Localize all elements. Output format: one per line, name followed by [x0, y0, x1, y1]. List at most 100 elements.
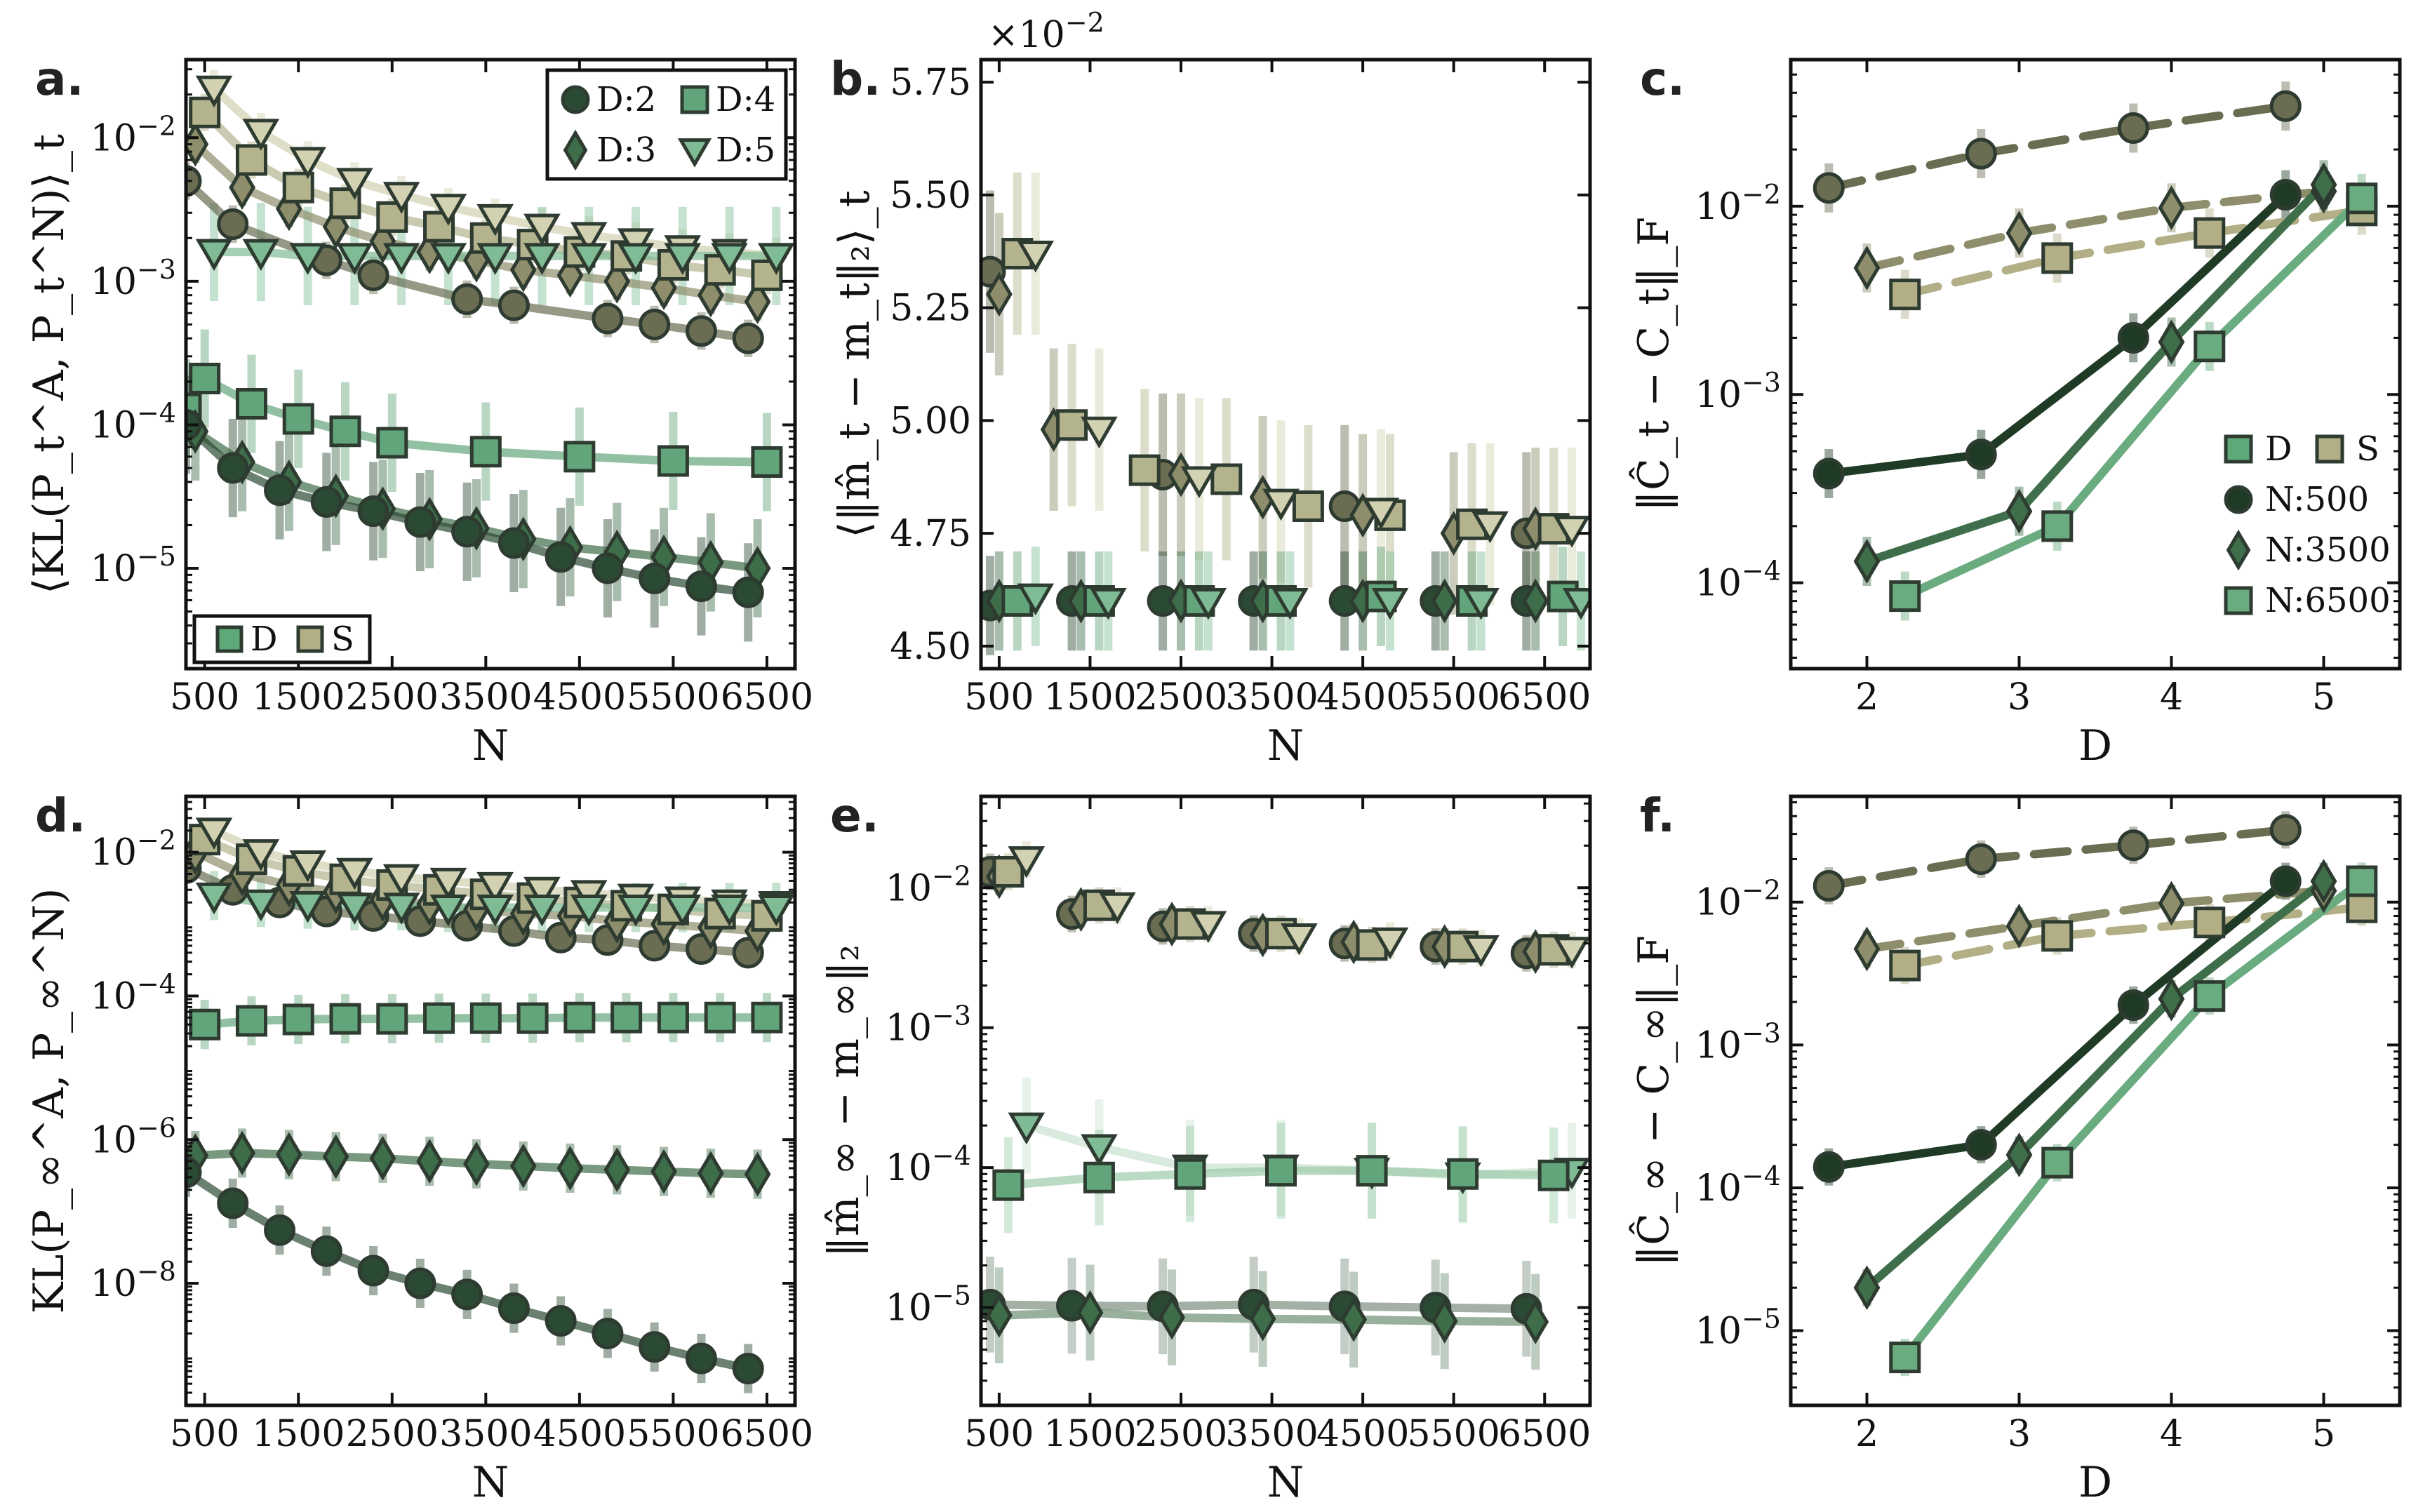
data-point	[2269, 179, 2302, 211]
data-point	[463, 1141, 490, 1186]
data-point	[242, 889, 280, 922]
x-tick-label: 1500	[252, 1413, 345, 1455]
y-tick-label: 10−4	[1695, 1160, 1781, 1210]
data-point	[195, 75, 233, 108]
data-point	[2346, 865, 2378, 897]
y-tick-label: 5.25	[890, 288, 971, 330]
data-point	[289, 850, 326, 883]
data-point	[639, 562, 671, 594]
y-axis-label: ⟨KL(P_t^A, P_t^N)⟩_t	[25, 134, 74, 594]
data-point	[509, 247, 537, 293]
data-point	[2117, 829, 2149, 862]
data-point	[992, 856, 1024, 888]
x-tick-label: 6500	[1498, 676, 1591, 718]
x-tick-label: 6500	[1498, 1413, 1591, 1455]
x-tick-label: 5	[2312, 1413, 2335, 1455]
data-point	[657, 445, 689, 477]
data-point	[711, 243, 748, 275]
data-point	[523, 213, 561, 246]
data-point	[545, 1305, 577, 1337]
legend-label: N:6500	[2265, 581, 2391, 620]
data-point	[282, 1003, 314, 1036]
series-line	[1900, 194, 2366, 601]
data-point	[357, 259, 389, 291]
legend-label: D	[2265, 429, 2292, 469]
y-axis-label: KL(P_∞^A, P_∞^N)	[25, 888, 74, 1314]
data-point	[1889, 1342, 1921, 1374]
data-point	[275, 1132, 302, 1177]
axes-frame	[1789, 58, 2402, 671]
y-tick-label: 10−6	[91, 1112, 176, 1161]
data-point	[264, 474, 296, 507]
data-point	[603, 1147, 631, 1193]
data-point	[429, 243, 467, 275]
x-axis-label: N	[472, 721, 509, 770]
data-point	[704, 1001, 736, 1033]
legend-marker	[2315, 434, 2344, 464]
data-point	[429, 194, 467, 226]
data-point	[1017, 583, 1055, 616]
data-point	[469, 436, 502, 468]
y-tick-label: 5.50	[890, 175, 971, 217]
y-tick-label: 10−3	[886, 1001, 971, 1050]
data-point	[451, 516, 483, 548]
data-point	[744, 1151, 771, 1197]
data-point	[523, 876, 561, 909]
data-point	[1853, 1265, 1881, 1311]
data-point	[1083, 1161, 1115, 1193]
data-point	[1522, 1299, 1549, 1344]
data-point	[2194, 906, 2226, 939]
series-line	[1824, 102, 2290, 192]
data-point	[751, 1001, 783, 1033]
data-point	[429, 894, 467, 927]
data-point	[757, 243, 795, 275]
data-point	[1090, 588, 1127, 620]
data-point	[563, 1001, 596, 1033]
data-point	[282, 403, 314, 435]
legend-label: N:3500	[2265, 530, 2391, 570]
data-point	[2117, 112, 2149, 144]
legend-marker	[2224, 485, 2253, 514]
data-point	[382, 182, 420, 214]
data-point	[1174, 1158, 1206, 1190]
data-point	[1889, 949, 1921, 982]
x-tick-label: 500	[170, 1413, 239, 1455]
data-point	[217, 208, 249, 240]
data-point	[310, 486, 342, 518]
data-point	[242, 839, 280, 871]
y-axis-label: ‖Ĉ_∞ − C_∞‖_F	[1628, 935, 1678, 1266]
legend-marker	[2224, 586, 2253, 615]
plot-area-b	[981, 172, 1590, 655]
x-tick-label: 2500	[346, 1413, 439, 1455]
y-tick-label: 10−5	[91, 541, 176, 590]
data-point	[1189, 588, 1227, 620]
y-tick-label: 10−2	[1695, 875, 1781, 924]
panel-letter: c.	[1640, 52, 1685, 106]
x-tick-label: 6500	[721, 676, 813, 718]
data-point	[189, 363, 221, 395]
x-tick-label: 1500	[1043, 676, 1136, 718]
plot-area-e	[981, 841, 1590, 1370]
data-point	[2158, 185, 2185, 231]
data-point	[235, 144, 267, 176]
x-tick-label: 3500	[1225, 1413, 1318, 1455]
y-tick-label: 10−5	[886, 1280, 971, 1330]
data-point	[1008, 846, 1046, 878]
data-point	[376, 1003, 408, 1035]
legend-marker	[561, 85, 590, 114]
x-tick-label: 2	[1855, 1413, 1878, 1455]
data-point	[509, 1143, 537, 1189]
data-point	[1265, 1155, 1297, 1187]
data-point	[545, 541, 577, 573]
panel-f: 2 3 4 5 10−5 10−4 10−3 10−2 D ‖Ĉ_∞ − C_∞‖_F f.	[1628, 789, 2402, 1507]
data-point	[2041, 510, 2074, 542]
data-point	[2194, 217, 2226, 249]
y-tick-label: 5.00	[890, 400, 971, 442]
data-point	[685, 315, 717, 347]
data-point	[404, 506, 436, 538]
y-tick-label: 10−4	[1695, 556, 1781, 605]
data-point	[357, 1255, 389, 1287]
y-tick-label: 10−3	[1695, 367, 1781, 416]
x-tick-label: 5500	[1407, 676, 1500, 718]
data-point	[2269, 814, 2302, 846]
